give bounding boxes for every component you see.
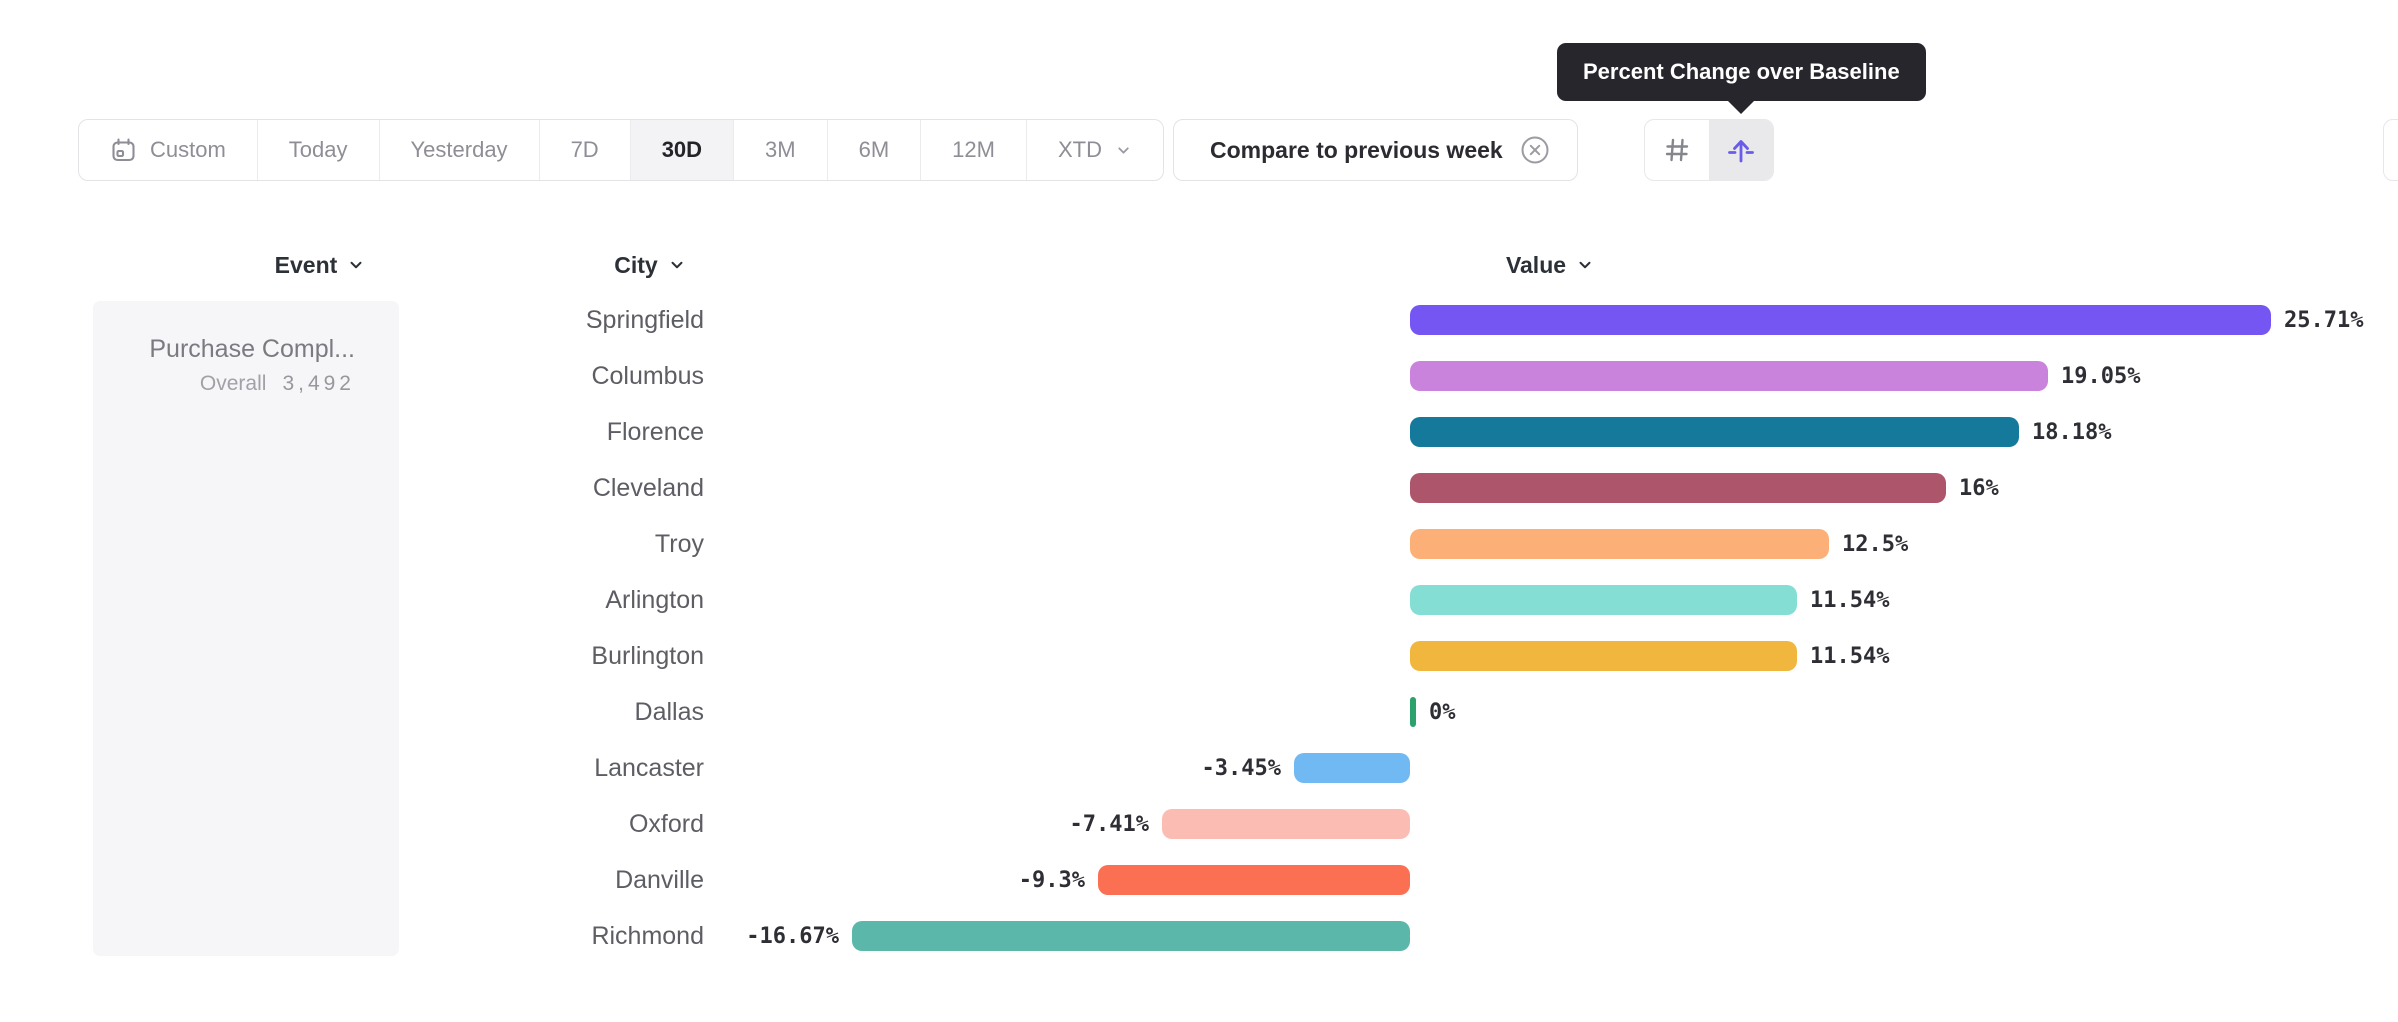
column-header-event[interactable]: Event xyxy=(250,248,390,282)
partial-button-right-edge[interactable] xyxy=(2383,119,2398,181)
column-header-city[interactable]: City xyxy=(580,248,720,282)
calendar-icon xyxy=(112,137,135,161)
date-range-control: Custom Today Yesterday 7D 30D 3M 6M 12M XTD xyxy=(78,119,1164,181)
tooltip-caret xyxy=(1727,100,1756,114)
date-range-label: Custom xyxy=(150,137,226,162)
chart-row: Lancaster -3.45% xyxy=(0,740,2398,796)
chart-row: Cleveland 16% xyxy=(0,460,2398,516)
city-label: Columbus xyxy=(591,362,704,390)
value-bar[interactable] xyxy=(1162,809,1410,839)
value-label: 0% xyxy=(1429,700,1456,725)
date-range-label: Today xyxy=(288,137,348,162)
date-range-xtd[interactable]: XTD xyxy=(1027,120,1163,180)
view-toggle-control xyxy=(1644,119,1774,181)
chart-row: Troy 12.5% xyxy=(0,516,2398,572)
city-label: Arlington xyxy=(605,586,704,614)
city-label: Danville xyxy=(615,866,704,894)
city-label: Florence xyxy=(606,418,704,446)
chevron-down-icon xyxy=(1579,261,1591,269)
value-label: 11.54% xyxy=(1810,644,1890,669)
value-bar[interactable] xyxy=(1410,641,1797,671)
date-range-label: 6M xyxy=(858,137,890,162)
chevron-down-icon xyxy=(671,261,683,269)
value-label: -7.41% xyxy=(1069,812,1149,837)
date-range-label: 30D xyxy=(661,137,703,162)
value-bar[interactable] xyxy=(1410,473,1946,503)
value-label: -9.3% xyxy=(1018,868,1085,893)
column-header-label: Event xyxy=(274,251,338,278)
date-range-3m[interactable]: 3M xyxy=(734,120,828,180)
chart-row: Springfield 25.71% xyxy=(0,292,2398,348)
city-label: Dallas xyxy=(634,698,704,726)
date-range-6m[interactable]: 6M xyxy=(828,120,922,180)
date-range-label: Yesterday xyxy=(410,137,508,162)
city-label: Burlington xyxy=(591,642,704,670)
city-label: Springfield xyxy=(585,306,704,334)
chart-row: Burlington 11.54% xyxy=(0,628,2398,684)
compare-label: Compare to previous week xyxy=(1210,136,1503,163)
numeric-view-button[interactable] xyxy=(1645,120,1709,180)
city-label: Lancaster xyxy=(594,754,704,782)
column-header-label: City xyxy=(614,251,658,278)
date-range-label: 12M xyxy=(952,137,995,162)
column-header-value[interactable]: Value xyxy=(1470,248,1630,282)
value-label: 16% xyxy=(1959,476,1999,501)
chart-row: Florence 18.18% xyxy=(0,404,2398,460)
chart-row: Danville -9.3% xyxy=(0,852,2398,908)
value-bar[interactable] xyxy=(1410,305,2271,335)
percent-change-view-button[interactable] xyxy=(1709,120,1773,180)
value-label: -16.67% xyxy=(746,924,839,949)
date-range-today[interactable]: Today xyxy=(258,120,380,180)
value-label: 19.05% xyxy=(2061,364,2141,389)
value-bar[interactable] xyxy=(1410,361,2048,391)
event-title: Purchase Compl... xyxy=(149,335,355,363)
chevron-down-icon xyxy=(350,261,362,269)
value-bar[interactable] xyxy=(852,921,1410,951)
city-label: Cleveland xyxy=(592,474,704,502)
tooltip-text: Percent Change over Baseline xyxy=(1583,59,1900,84)
column-header-label: Value xyxy=(1505,251,1567,278)
city-label: Richmond xyxy=(591,922,704,950)
event-card[interactable]: Purchase Compl... Overall 3,492 xyxy=(93,301,399,956)
date-range-label: 7D xyxy=(570,137,599,162)
value-bar[interactable] xyxy=(1410,697,1416,727)
value-bar[interactable] xyxy=(1294,753,1410,783)
date-range-30d[interactable]: 30D xyxy=(630,120,735,180)
value-label: -3.45% xyxy=(1201,756,1281,781)
value-label: 11.54% xyxy=(1810,588,1890,613)
compare-button[interactable]: Compare to previous week xyxy=(1173,119,1578,181)
value-label: 18.18% xyxy=(2032,420,2112,445)
date-range-label: 3M xyxy=(765,137,796,162)
value-bar[interactable] xyxy=(1410,417,2019,447)
chart-row: Oxford -7.41% xyxy=(0,796,2398,852)
value-label: 25.71% xyxy=(2284,308,2364,333)
remove-compare-icon[interactable] xyxy=(1519,134,1551,166)
date-range-yesterday[interactable]: Yesterday xyxy=(380,120,540,180)
date-range-custom[interactable]: Custom xyxy=(79,120,258,180)
date-range-12m[interactable]: 12M xyxy=(921,120,1027,180)
date-range-7d[interactable]: 7D xyxy=(540,120,631,180)
percent-change-baseline-icon xyxy=(1728,140,1754,163)
event-overall: Overall 3,492 xyxy=(93,372,399,396)
chart-row: Richmond -16.67% xyxy=(0,908,2398,964)
chart-rows: Springfield 25.71% Columbus 19.05% Florence 1… xyxy=(0,292,2398,964)
overall-label: Overall xyxy=(199,372,267,395)
value-bar[interactable] xyxy=(1410,585,1797,615)
tooltip: Percent Change over Baseline xyxy=(1557,43,1926,114)
overall-value: 3,492 xyxy=(282,372,355,395)
date-range-label: XTD xyxy=(1057,137,1102,162)
value-bar[interactable] xyxy=(1098,865,1410,895)
chart-row: Columbus 19.05% xyxy=(0,348,2398,404)
city-label: Troy xyxy=(654,530,704,558)
chevron-down-icon xyxy=(1118,146,1129,154)
chart-row: Dallas 0% xyxy=(0,684,2398,740)
value-label: 12.5% xyxy=(1842,532,1909,557)
chart-row: Arlington 11.54% xyxy=(0,572,2398,628)
hash-icon xyxy=(1665,138,1689,162)
city-label: Oxford xyxy=(628,810,704,838)
value-bar[interactable] xyxy=(1410,529,1829,559)
